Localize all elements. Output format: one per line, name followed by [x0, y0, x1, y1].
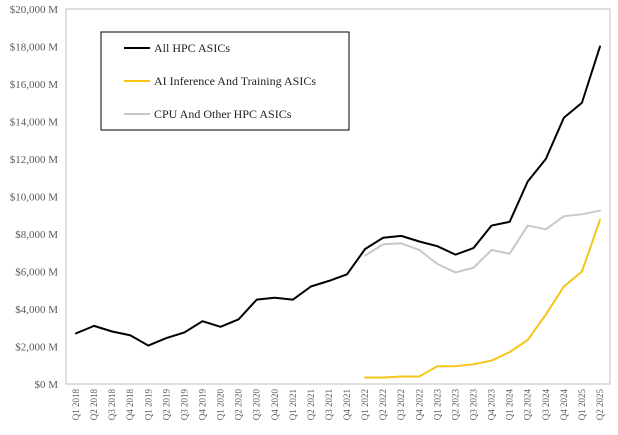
x-tick-label: Q3 2019: [179, 389, 189, 421]
legend-label-ai-asics: AI Inference And Training ASICs: [154, 74, 316, 88]
y-tick-label: $14,000 M: [10, 117, 59, 129]
x-tick-label: Q1 2024: [505, 389, 515, 421]
x-tick-label: Q4 2019: [197, 389, 207, 421]
series-line-all-hpc-asics: [75, 45, 601, 347]
x-tick-label: Q2 2020: [234, 389, 244, 421]
x-tick-label: Q1 2021: [288, 389, 298, 420]
x-tick-label: Q4 2024: [559, 389, 569, 421]
y-axis-labels: $0 M $2,000 M $4,000 M $6,000 M $8,000 M $10,…: [10, 4, 59, 391]
x-tick-label: Q3 2021: [324, 389, 334, 420]
x-tick-label: Q1 2019: [143, 389, 153, 421]
x-tick-label: Q1 2023: [432, 389, 442, 421]
y-tick-label: $10,000 M: [10, 192, 59, 204]
y-tick-label: $16,000 M: [10, 79, 59, 91]
y-tick-label: $20,000 M: [10, 4, 59, 16]
x-tick-label: Q4 2018: [125, 389, 135, 421]
series-line-cpu-and-other-hpc-asics: [364, 209, 601, 274]
x-tick-label: Q2 2022: [378, 389, 388, 420]
x-tick-label: Q3 2022: [396, 389, 406, 420]
x-tick-label: Q2 2018: [89, 389, 99, 421]
x-tick-label: Q4 2022: [414, 389, 424, 420]
x-axis-labels: Q1 2018 Q2 2018 Q3 2018 Q4 2018 Q1 2019 Q2 20…: [71, 389, 605, 421]
series-lines: [75, 45, 601, 379]
y-tick-label: $8,000 M: [15, 229, 58, 241]
y-tick-label: $4,000 M: [15, 304, 58, 316]
x-tick-label: Q2 2024: [523, 389, 533, 421]
x-tick-label: Q2 2023: [450, 389, 460, 421]
x-tick-label: Q3 2024: [541, 389, 551, 421]
x-tick-label: Q1 2025: [577, 389, 587, 421]
x-tick-label: Q1 2018: [71, 389, 81, 421]
legend: All HPC ASICs AI Inference And Training …: [100, 31, 350, 131]
y-tick-label: $2,000 M: [15, 342, 58, 354]
x-tick-label: Q4 2020: [270, 389, 280, 421]
y-tick-label: $0 M: [34, 379, 58, 391]
x-tick-label: Q2 2019: [161, 389, 171, 421]
y-tick-label: $12,000 M: [10, 154, 59, 166]
x-tick-label: Q1 2022: [360, 389, 370, 420]
x-tick-label: Q4 2021: [342, 389, 352, 420]
x-tick-label: Q2 2021: [306, 389, 316, 420]
y-tick-label: $18,000 M: [10, 42, 59, 54]
x-tick-label: Q3 2023: [469, 389, 479, 421]
y-tick-label: $6,000 M: [15, 267, 58, 279]
x-tick-label: Q4 2023: [487, 389, 497, 421]
x-tick-label: Q3 2018: [107, 389, 117, 421]
x-tick-label: Q3 2020: [252, 389, 262, 421]
x-tick-label: Q2 2025: [595, 389, 605, 421]
x-tick-label: Q1 2020: [216, 389, 226, 421]
series-line-ai-inference-and-training-asics: [364, 218, 601, 379]
legend-label-all-hpc-asics: All HPC ASICs: [154, 41, 230, 55]
legend-label-cpu-other-asics: CPU And Other HPC ASICs: [154, 107, 292, 121]
